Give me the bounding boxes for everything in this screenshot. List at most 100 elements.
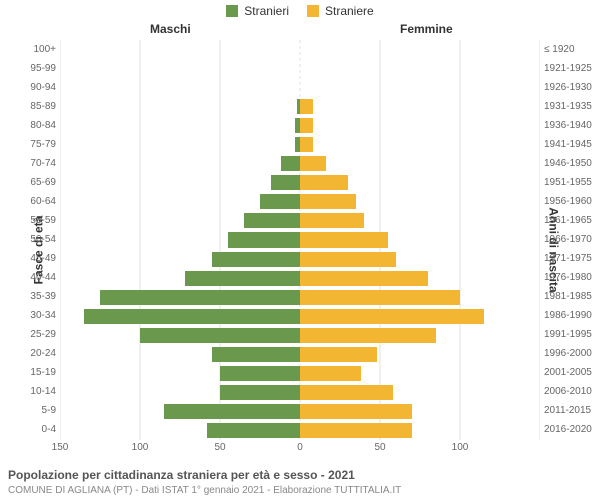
y-left-tick: 85-89 bbox=[1, 102, 56, 112]
y-left-tick: 45-49 bbox=[1, 254, 56, 264]
bar-male bbox=[140, 328, 300, 343]
x-tick: 50 bbox=[214, 442, 225, 453]
bar-male bbox=[100, 290, 300, 305]
y-left-tick: 60-64 bbox=[1, 197, 56, 207]
y-left-tick: 20-24 bbox=[1, 349, 56, 359]
bar-male bbox=[220, 366, 300, 381]
legend-swatch-male bbox=[226, 5, 238, 17]
bar-male bbox=[220, 385, 300, 400]
y-right-tick: 2001-2005 bbox=[544, 368, 599, 378]
chart-title-text: Popolazione per cittadinanza straniera p… bbox=[8, 468, 592, 482]
bar-male bbox=[212, 347, 300, 362]
bar-layer bbox=[60, 40, 540, 440]
y-left-tick-labels: 100+95-9990-9485-8980-8475-7970-7465-696… bbox=[0, 40, 60, 440]
bar-female bbox=[300, 99, 313, 114]
y-right-tick: 1996-2000 bbox=[544, 349, 599, 359]
y-left-tick: 55-59 bbox=[1, 216, 56, 226]
x-tick: 50 bbox=[374, 442, 385, 453]
bar-male bbox=[228, 232, 300, 247]
bar-female bbox=[300, 137, 313, 152]
bar-male bbox=[260, 194, 300, 209]
bar-male bbox=[244, 213, 300, 228]
y-right-tick: 1931-1935 bbox=[544, 102, 599, 112]
bar-female bbox=[300, 366, 361, 381]
y-left-tick: 40-44 bbox=[1, 273, 56, 283]
bar-female bbox=[300, 385, 393, 400]
bar-female bbox=[300, 118, 313, 133]
bar-row bbox=[60, 402, 540, 421]
bar-row bbox=[60, 307, 540, 326]
y-right-tick: 1946-1950 bbox=[544, 159, 599, 169]
chart-subtitle: COMUNE DI AGLIANA (PT) - Dati ISTAT 1° g… bbox=[8, 485, 592, 496]
bar-row bbox=[60, 154, 540, 173]
y-right-tick: 1981-1985 bbox=[544, 292, 599, 302]
bar-row bbox=[60, 97, 540, 116]
y-right-tick: 1936-1940 bbox=[544, 121, 599, 131]
bar-female bbox=[300, 347, 377, 362]
y-right-tick: 1986-1990 bbox=[544, 311, 599, 321]
bar-female bbox=[300, 156, 326, 171]
y-right-tick: 1971-1975 bbox=[544, 254, 599, 264]
bar-row bbox=[60, 230, 540, 249]
y-left-tick: 75-79 bbox=[1, 140, 56, 150]
y-right-tick: 1966-1970 bbox=[544, 235, 599, 245]
bar-row bbox=[60, 383, 540, 402]
legend-label-male: Stranieri bbox=[244, 4, 289, 18]
y-left-tick: 95-99 bbox=[1, 64, 56, 74]
bar-male bbox=[271, 175, 300, 190]
y-right-tick: 1961-1965 bbox=[544, 216, 599, 226]
legend-item-female: Straniere bbox=[307, 4, 374, 18]
legend-item-male: Stranieri bbox=[226, 4, 289, 18]
bar-row bbox=[60, 40, 540, 59]
bar-male bbox=[164, 404, 300, 419]
y-left-tick: 0-4 bbox=[1, 425, 56, 435]
y-right-tick-labels: ≤ 19201921-19251926-19301931-19351936-19… bbox=[540, 40, 600, 440]
bar-row bbox=[60, 135, 540, 154]
bar-row bbox=[60, 250, 540, 269]
y-left-tick: 80-84 bbox=[1, 121, 56, 131]
bar-row bbox=[60, 326, 540, 345]
bar-female bbox=[300, 232, 388, 247]
x-tick: 0 bbox=[297, 442, 303, 453]
population-pyramid-chart: Stranieri Straniere Maschi Femmine Fasce… bbox=[0, 0, 600, 500]
bar-male bbox=[281, 156, 300, 171]
bar-male bbox=[185, 271, 300, 286]
bar-row bbox=[60, 421, 540, 440]
x-tick: 100 bbox=[452, 442, 469, 453]
y-right-tick: 2006-2010 bbox=[544, 387, 599, 397]
bar-row bbox=[60, 288, 540, 307]
bar-female bbox=[300, 175, 348, 190]
column-header-female: Femmine bbox=[400, 22, 453, 36]
y-right-tick: 2016-2020 bbox=[544, 425, 599, 435]
bar-row bbox=[60, 192, 540, 211]
bar-row bbox=[60, 59, 540, 78]
y-right-tick: 1976-1980 bbox=[544, 273, 599, 283]
bar-row bbox=[60, 269, 540, 288]
y-left-tick: 90-94 bbox=[1, 83, 56, 93]
bar-row bbox=[60, 345, 540, 364]
bar-female bbox=[300, 309, 484, 324]
y-right-tick: 1926-1930 bbox=[544, 83, 599, 93]
chart-title: Popolazione per cittadinanza straniera p… bbox=[8, 468, 592, 482]
legend-label-female: Straniere bbox=[325, 4, 374, 18]
y-right-tick: 1951-1955 bbox=[544, 178, 599, 188]
x-tick-labels: 15010050050100 bbox=[60, 442, 540, 458]
bar-row bbox=[60, 78, 540, 97]
bar-row bbox=[60, 364, 540, 383]
plot-area bbox=[60, 40, 540, 440]
y-right-tick: 1941-1945 bbox=[544, 140, 599, 150]
bar-female bbox=[300, 404, 412, 419]
bar-female bbox=[300, 271, 428, 286]
y-left-tick: 50-54 bbox=[1, 235, 56, 245]
y-left-tick: 35-39 bbox=[1, 292, 56, 302]
bar-female bbox=[300, 290, 460, 305]
y-left-tick: 15-19 bbox=[1, 368, 56, 378]
bar-female bbox=[300, 328, 436, 343]
y-left-tick: 10-14 bbox=[1, 387, 56, 397]
y-left-tick: 65-69 bbox=[1, 178, 56, 188]
bar-male bbox=[84, 309, 300, 324]
bar-row bbox=[60, 173, 540, 192]
bar-female bbox=[300, 252, 396, 267]
bar-female bbox=[300, 213, 364, 228]
y-right-tick: 1956-1960 bbox=[544, 197, 599, 207]
